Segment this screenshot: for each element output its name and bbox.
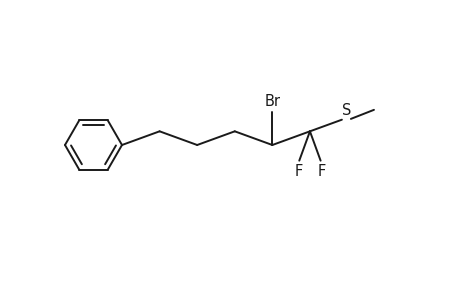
Text: S: S <box>341 103 351 118</box>
Text: Br: Br <box>264 94 280 109</box>
Text: F: F <box>293 164 302 178</box>
Text: F: F <box>317 164 325 178</box>
